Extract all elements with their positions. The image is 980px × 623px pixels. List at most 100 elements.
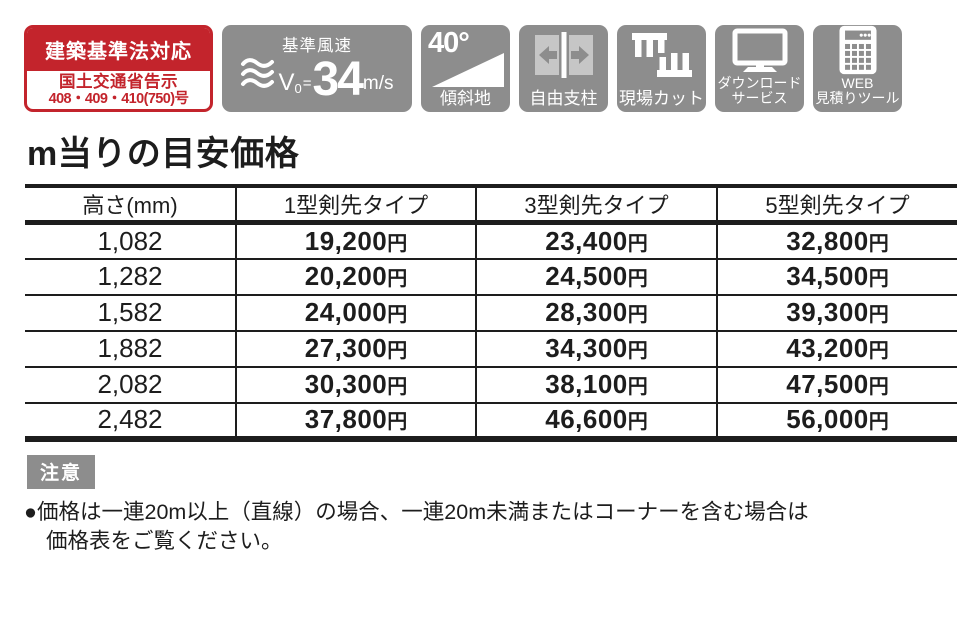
price-value: 34,300 [545, 333, 628, 363]
yen-unit: 円 [627, 376, 648, 398]
price-value: 39,300 [786, 297, 869, 327]
notice-line2: 408・409・410(750)号 [48, 91, 189, 108]
building-code-notice: 国土交通省告示 408・409・410(750)号 [27, 71, 210, 109]
price-cell: 43,200円 [716, 330, 957, 368]
price-value: 20,200 [304, 261, 388, 291]
col-header-height: 高さ(mm) [25, 186, 236, 225]
yen-unit: 円 [868, 232, 889, 255]
price-cell: 28,300円 [475, 294, 717, 332]
table-row: 2,082 30,300円 38,100円 47,500円 [25, 366, 957, 404]
yen-unit: 円 [627, 304, 648, 326]
building-code-badge: 建築基準法対応 国土交通省告示 408・409・410(750)号 [24, 25, 213, 112]
price-value: 46,600 [545, 404, 628, 434]
yen-unit: 円 [868, 268, 889, 290]
price-value: 30,300 [304, 369, 388, 399]
site-cut-label: 現場カット [619, 89, 704, 108]
yen-unit: 円 [387, 304, 408, 326]
slope-badge: 40° 傾斜地 [421, 25, 510, 112]
col-header-type5: 5型剣先タイプ [716, 186, 957, 225]
wind-speed-value: 34 [312, 52, 364, 106]
calculator-icon [813, 25, 902, 76]
download-label-line2: サービス [731, 90, 788, 107]
wave-icon [240, 57, 276, 94]
caution-text: ●価格は一連20m以上（直線）の場合、一連20m未満またはコーナーを含む場合は … [24, 498, 980, 556]
yen-unit: 円 [627, 411, 648, 433]
web-quote-label: WEB 見積りツール [815, 74, 900, 109]
price-cell: 34,300円 [475, 330, 717, 368]
web-quote-label-line1: WEB [841, 74, 874, 91]
wind-speed-unit: m/s [362, 73, 394, 94]
web-quote-badge: WEB 見積りツール [813, 25, 902, 112]
building-code-title: 建築基準法対応 [27, 28, 210, 71]
wind-v-label: V [278, 69, 295, 96]
wind-speed-value-row: V 0 = 34 m/s [222, 52, 412, 106]
price-value: 37,800 [304, 404, 388, 434]
price-cell: 32,800円 [716, 222, 957, 260]
price-cell: 19,200円 [235, 222, 476, 260]
download-service-badge: ダウンロード サービス [715, 25, 804, 112]
price-value: 32,800 [786, 225, 869, 256]
price-cell: 38,100円 [475, 366, 717, 404]
col-header-type3: 3型剣先タイプ [475, 186, 717, 225]
price-cell: 56,000円 [716, 402, 957, 439]
notice-line1: 国土交通省告示 [59, 72, 178, 91]
price-cell: 23,400円 [475, 222, 717, 260]
caution-line2: 価格表をご覧ください。 [46, 528, 283, 553]
yen-unit: 円 [868, 376, 889, 398]
yen-unit: 円 [868, 411, 889, 433]
price-cell: 20,200円 [235, 258, 476, 296]
price-value: 24,500 [545, 261, 628, 291]
site-cut-icon [617, 25, 706, 84]
table-row: 1,082 19,200円 23,400円 32,800円 [25, 222, 957, 260]
site-cut-badge: 現場カット [617, 25, 706, 112]
yen-unit: 円 [387, 376, 408, 398]
price-value: 24,000 [304, 297, 388, 327]
table-row: 1,282 20,200円 24,500円 34,500円 [25, 258, 957, 296]
price-cell: 24,000円 [235, 294, 476, 332]
web-quote-label-line2: 見積りツール [815, 90, 900, 107]
slope-triangle-icon [432, 53, 504, 87]
price-cell: 30,300円 [235, 366, 476, 404]
height-cell: 1,282 [25, 258, 236, 296]
price-table: 高さ(mm) 1型剣先タイプ 3型剣先タイプ 5型剣先タイプ 1,082 19,… [25, 184, 957, 442]
table-row: 1,582 24,000円 28,300円 39,300円 [25, 294, 957, 332]
price-cell: 47,500円 [716, 366, 957, 404]
yen-unit: 円 [387, 268, 408, 290]
height-cell: 1,082 [25, 222, 236, 260]
wind-speed-badge: 基準風速 V 0 = 34 m/s [222, 25, 412, 112]
col-header-type1: 1型剣先タイプ [235, 186, 476, 225]
height-cell: 1,582 [25, 294, 236, 332]
price-cell: 39,300円 [716, 294, 957, 332]
download-label-line1: ダウンロード [717, 74, 802, 91]
wind-v-subscript: 0 [294, 81, 302, 96]
table-row: 1,882 27,300円 34,300円 43,200円 [25, 330, 957, 368]
price-value: 28,300 [545, 297, 628, 327]
slope-label: 傾斜地 [440, 89, 491, 108]
table-row: 2,482 37,800円 46,600円 56,000円 [25, 402, 957, 439]
caution-line1: ●価格は一連20m以上（直線）の場合、一連20m未満またはコーナーを含む場合は [24, 499, 809, 524]
height-cell: 2,482 [97, 404, 163, 434]
yen-unit: 円 [868, 340, 889, 362]
yen-unit: 円 [627, 268, 648, 290]
price-value: 34,500 [786, 261, 869, 291]
free-post-icon [519, 25, 608, 84]
price-value: 43,200 [786, 333, 869, 363]
price-value: 27,300 [304, 333, 388, 363]
free-post-label: 自由支柱 [529, 89, 598, 108]
height-cell: 1,882 [25, 330, 236, 368]
yen-unit: 円 [387, 411, 408, 433]
yen-unit: 円 [387, 340, 408, 362]
yen-unit: 円 [627, 340, 648, 362]
feature-badge-row: 建築基準法対応 国土交通省告示 408・409・410(750)号 基準風速 V… [24, 25, 980, 112]
free-post-badge: 自由支柱 [519, 25, 608, 112]
download-service-label: ダウンロード サービス [717, 74, 802, 109]
yen-unit: 円 [868, 304, 889, 326]
caution-badge: 注意 [27, 454, 96, 489]
price-value: 47,500 [786, 369, 869, 399]
price-cell: 37,800円 [235, 402, 476, 439]
price-cell: 27,300円 [235, 330, 476, 368]
page-title: m当りの目安価格 [27, 135, 300, 173]
yen-unit: 円 [627, 232, 648, 255]
price-cell: 24,500円 [475, 258, 717, 296]
price-table-header-row: 高さ(mm) 1型剣先タイプ 3型剣先タイプ 5型剣先タイプ [25, 186, 957, 225]
